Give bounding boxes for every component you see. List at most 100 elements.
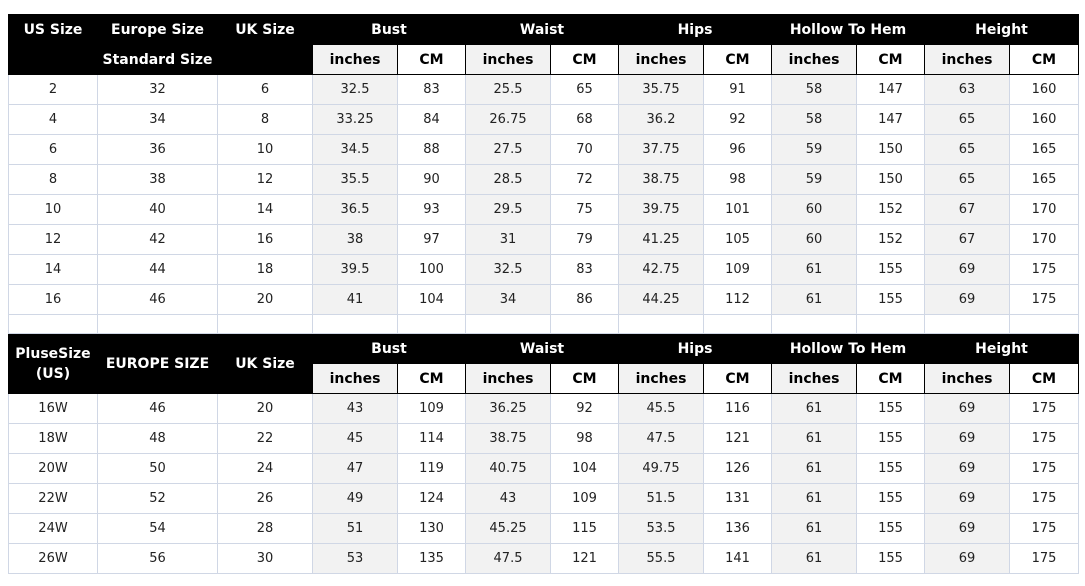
table-row: 24W 54 28 51 130 45.25 115 53.5 136 61 155 69 175 [8, 513, 1080, 544]
subheader-cm: CM [856, 363, 926, 394]
table-cell: 69 [924, 453, 1011, 484]
table-cell: 43 [465, 483, 552, 514]
table-cell: 16W [8, 393, 98, 424]
table-cell: 160 [1009, 104, 1080, 135]
table-row: 26W 56 30 53 135 47.5 121 55.5 141 61 155 69 175 [8, 543, 1080, 574]
table-cell: 70 [550, 134, 620, 165]
table-cell: 109 [396, 393, 467, 424]
table-cell: 155 [856, 513, 926, 544]
table-cell: 41.25 [618, 224, 705, 255]
subheader-inches: inches [465, 363, 552, 394]
table-cell: 67 [924, 224, 1011, 255]
table-cell: 26.75 [465, 104, 552, 135]
table-cell: 93 [396, 194, 467, 225]
table-cell: 46 [97, 284, 218, 315]
table-cell: 24 [217, 453, 313, 484]
table-cell: 30 [217, 543, 313, 574]
table-cell: 175 [1009, 254, 1080, 285]
subheader-cm: CM [703, 44, 773, 75]
subheader-inches: inches [312, 44, 398, 75]
table-cell: 55.5 [618, 543, 705, 574]
table-cell: 170 [1009, 224, 1080, 255]
table-cell: 155 [856, 423, 926, 454]
table-cell: 67 [924, 194, 1011, 225]
table-cell: 20W [8, 453, 98, 484]
subheader-cm: CM [396, 44, 467, 75]
table-cell: 59 [771, 164, 858, 195]
group-header: Height [924, 333, 1080, 364]
empty-cell [618, 314, 705, 334]
table-cell: 100 [396, 254, 467, 285]
table-row: 14 44 18 39.5 100 32.5 83 42.75 109 61 155 69 175 [8, 254, 1080, 285]
table-cell: 51 [312, 513, 398, 544]
table-cell: 38.75 [465, 423, 552, 454]
table-cell: 44.25 [618, 284, 705, 315]
subheader-cm: CM [550, 44, 620, 75]
table-cell: 61 [771, 423, 858, 454]
table-cell: 22W [8, 483, 98, 514]
table-cell: 39.75 [618, 194, 705, 225]
table-cell: 47.5 [465, 543, 552, 574]
empty-cell [217, 314, 313, 334]
subheader-cm: CM [550, 363, 620, 394]
table-cell: 34.5 [312, 134, 398, 165]
table-cell: 83 [550, 254, 620, 285]
table-cell: 52 [97, 483, 218, 514]
table-cell: 58 [771, 104, 858, 135]
table-cell: 29.5 [465, 194, 552, 225]
table-cell: 50 [97, 453, 218, 484]
group-header: Waist [465, 333, 620, 364]
table-cell: 83 [396, 74, 467, 105]
table-cell: 126 [703, 453, 773, 484]
table-cell: 91 [703, 74, 773, 105]
group-header: Waist [465, 14, 620, 45]
table-cell: 75 [550, 194, 620, 225]
empty-cell [396, 314, 467, 334]
table-cell: 116 [703, 393, 773, 424]
table-cell: 36.25 [465, 393, 552, 424]
subheader-inches: inches [312, 363, 398, 394]
table-cell: 32.5 [312, 74, 398, 105]
table-cell: 28.5 [465, 164, 552, 195]
table-cell: 33.25 [312, 104, 398, 135]
column-header [8, 44, 98, 75]
table-cell: 10 [8, 194, 98, 225]
table-cell: 26W [8, 543, 98, 574]
group-header: Hips [618, 14, 773, 45]
table-cell: 152 [856, 194, 926, 225]
table-cell: 92 [703, 104, 773, 135]
empty-cell [465, 314, 552, 334]
table-cell: 41 [312, 284, 398, 315]
table-cell: 98 [703, 164, 773, 195]
column-header: EUROPE SIZE [97, 333, 218, 394]
table-cell: 79 [550, 224, 620, 255]
table-row: 22W 52 26 49 124 43 109 51.5 131 61 155 69 175 [8, 483, 1080, 514]
table-cell: 68 [550, 104, 620, 135]
subheader-cm: CM [703, 363, 773, 394]
table-cell: 175 [1009, 393, 1080, 424]
empty-cell [856, 314, 926, 334]
table-cell: 18W [8, 423, 98, 454]
table-cell: 130 [396, 513, 467, 544]
table-cell: 69 [924, 393, 1011, 424]
group-header: Hips [618, 333, 773, 364]
table-cell: 160 [1009, 74, 1080, 105]
empty-cell [1009, 314, 1080, 334]
header-row: PluseSize (US) EUROPE SIZE UK Size Bust Wais… [8, 333, 1080, 394]
table-cell: 45.25 [465, 513, 552, 544]
table-cell: 38.75 [618, 164, 705, 195]
table-cell: 37.75 [618, 134, 705, 165]
subheader-inches: inches [465, 44, 552, 75]
empty-cell [924, 314, 1011, 334]
table-cell: 170 [1009, 194, 1080, 225]
table-cell: 60 [771, 224, 858, 255]
table-cell: 61 [771, 284, 858, 315]
table-cell: 69 [924, 483, 1011, 514]
table-cell: 121 [703, 423, 773, 454]
table-cell: 175 [1009, 543, 1080, 574]
table-cell: 98 [550, 423, 620, 454]
table-cell: 20 [217, 284, 313, 315]
table-cell: 150 [856, 164, 926, 195]
table-cell: 45 [312, 423, 398, 454]
table-row: 10 40 14 36.5 93 29.5 75 39.75 101 60 152 67 170 [8, 194, 1080, 225]
